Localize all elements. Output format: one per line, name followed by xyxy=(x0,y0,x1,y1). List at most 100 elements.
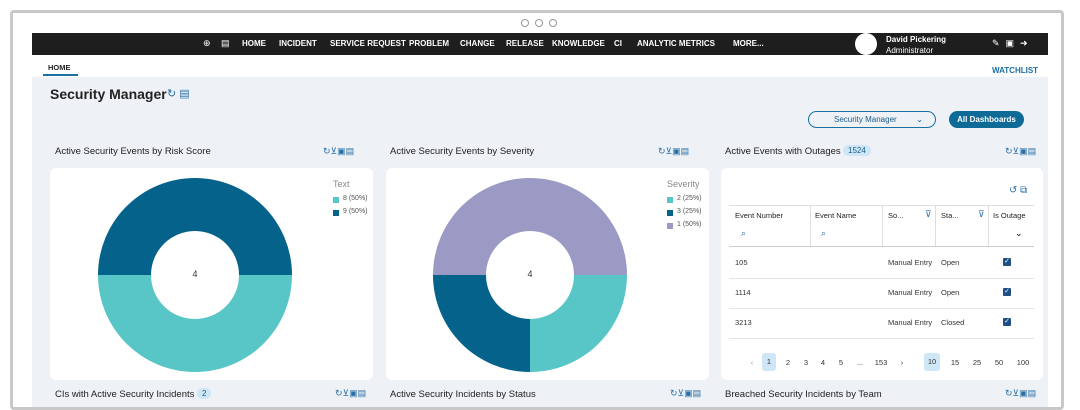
window-dot xyxy=(549,19,557,27)
column-header: Is Outage xyxy=(993,211,1026,220)
nav-item[interactable]: CI xyxy=(614,39,622,48)
page-number[interactable]: ... xyxy=(856,358,864,367)
donut-slice xyxy=(433,178,627,275)
row-rule xyxy=(729,338,1034,339)
cell: Open xyxy=(941,288,960,297)
page-number[interactable]: 4 xyxy=(820,358,826,367)
page-number[interactable]: 3 xyxy=(803,358,809,367)
header-rule xyxy=(729,246,1034,247)
legend-label: 8 (50%) xyxy=(343,195,368,202)
cell: 3213 xyxy=(735,318,752,327)
legend-label: 3 (25%) xyxy=(677,208,702,215)
dropdown-label: Security Manager xyxy=(834,115,897,124)
nav-item[interactable]: HOME xyxy=(242,39,266,48)
legend-swatch xyxy=(667,223,673,229)
panel-title: Active Events with Outages xyxy=(725,146,841,157)
legend-swatch xyxy=(333,197,339,203)
column-header: Sta... xyxy=(941,211,959,220)
panel-title: Active Security Incidents by Status xyxy=(390,389,536,400)
filter-icon: ⊽ xyxy=(978,209,985,219)
page-number[interactable]: 2 xyxy=(785,358,791,367)
page-number[interactable]: 5 xyxy=(838,358,844,367)
panel-tools: ↻⊻▣▤ xyxy=(335,388,367,398)
badge: 2 xyxy=(197,388,212,399)
pager-next: › xyxy=(900,358,904,367)
legend-title: Severity xyxy=(667,179,700,189)
panel-title: Active Security Events by Severity xyxy=(390,146,535,157)
donut-slice xyxy=(433,275,530,372)
page-size[interactable]: 10 xyxy=(924,353,940,371)
panel-title: Active Security Events by Risk Score xyxy=(55,146,211,157)
panel-tools: ↻⊻▣▤ xyxy=(670,388,702,398)
table: Event Number Event Name So... Sta... Is Outa… xyxy=(729,205,1034,346)
checkbox: ✓ xyxy=(1003,258,1011,266)
badge: 1524 xyxy=(843,145,871,156)
page: ⊕ ▤ David Pickering Administrator ✎▣➜ HO… xyxy=(10,10,1064,410)
panel-title: CIs with Active Security Incidents xyxy=(55,389,195,400)
page-size[interactable]: 100 xyxy=(1016,358,1030,367)
nav-item[interactable]: CHANGE xyxy=(460,39,495,48)
panel-tools: ↻⊻▣▤ xyxy=(1005,388,1037,398)
search-icon: ⌕ xyxy=(741,228,747,238)
window-dot xyxy=(535,19,543,27)
cell: Closed xyxy=(941,318,965,327)
tool-icons[interactable]: ✎▣➜ xyxy=(992,38,1034,48)
panel-tools: ↻⊻▣▤ xyxy=(323,146,355,156)
checkbox: ✓ xyxy=(1003,318,1011,326)
legend-label: 9 (50%) xyxy=(343,208,368,215)
sort-icon: ⌄ xyxy=(1015,228,1023,238)
center-label: 4 xyxy=(192,269,198,279)
tab-underline xyxy=(43,74,78,76)
filter-icon: ⊽ xyxy=(925,209,932,219)
column-header: Event Number xyxy=(735,211,783,220)
column-separator xyxy=(988,206,989,246)
tab-home[interactable]: HOME xyxy=(48,63,71,72)
decor xyxy=(521,19,557,27)
window-dot xyxy=(521,19,529,27)
nav-bar xyxy=(32,33,1048,55)
nav-item[interactable]: ANALYTIC METRICS xyxy=(637,39,715,48)
row-rule xyxy=(729,308,1034,309)
donut-slice xyxy=(98,275,292,372)
donut-slice xyxy=(98,178,292,275)
legend-swatch xyxy=(667,210,673,216)
user-name: David Pickering xyxy=(886,35,947,44)
legend-swatch xyxy=(333,210,339,216)
page-size[interactable]: 50 xyxy=(994,358,1004,367)
row-rule xyxy=(729,278,1034,279)
charts xyxy=(98,178,627,372)
cell: Manual Entry xyxy=(888,288,933,297)
panel-tools: ↻⊻▣▤ xyxy=(658,146,690,156)
add-icon[interactable]: ⊕ xyxy=(203,38,211,48)
panel-tools: ↻⊻▣▤ xyxy=(1005,146,1037,156)
center-label: 4 xyxy=(527,269,533,279)
user-role: Administrator xyxy=(886,46,934,55)
avatar[interactable] xyxy=(855,33,877,55)
table-tools[interactable]: ↺ ⧉ xyxy=(1009,185,1028,196)
page-size[interactable]: 15 xyxy=(950,358,960,367)
cell: 1114 xyxy=(735,288,751,297)
nav-item[interactable]: MORE... xyxy=(733,39,764,48)
legend-label: 2 (25%) xyxy=(677,195,702,202)
cell: 105 xyxy=(735,258,748,267)
column-header: So... xyxy=(888,211,904,220)
watchlist[interactable]: WATCHLIST xyxy=(992,66,1039,75)
nav-item[interactable]: SERVICE REQUEST xyxy=(330,39,406,48)
refresh-icon[interactable]: ↻ ▤ xyxy=(167,88,190,100)
nav-item[interactable]: PROBLEM xyxy=(409,39,449,48)
column-separator xyxy=(882,206,883,246)
page-number[interactable]: 153 xyxy=(874,358,888,367)
cell: Manual Entry xyxy=(888,318,933,327)
page-size[interactable]: 25 xyxy=(972,358,982,367)
panel-title: Breached Security Incidents by Team xyxy=(725,389,882,400)
pager-prev: ‹ xyxy=(750,358,754,367)
nav-item[interactable]: RELEASE xyxy=(506,39,544,48)
nav-item[interactable]: INCIDENT xyxy=(279,39,317,48)
nav-item[interactable]: KNOWLEDGE xyxy=(552,39,605,48)
page-title: Security Manager xyxy=(50,86,167,102)
legend-label: 1 (50%) xyxy=(677,221,702,228)
page-number[interactable]: 1 xyxy=(762,353,776,371)
all-dashboards-button[interactable]: All Dashboards xyxy=(949,111,1024,128)
chat-icon[interactable]: ▤ xyxy=(221,38,230,48)
dashboard-dropdown[interactable]: Security Manager ⌄ xyxy=(808,111,936,128)
